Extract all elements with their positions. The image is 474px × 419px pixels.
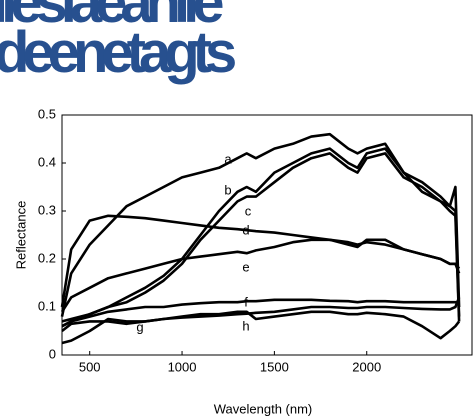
x-tick-label: 2000 bbox=[352, 359, 381, 374]
plot-frame bbox=[61, 114, 473, 356]
series-label: f bbox=[244, 294, 248, 309]
y-tick-label: 0 bbox=[49, 346, 56, 361]
x-tick-label: 500 bbox=[79, 359, 101, 374]
x-axis-label: Wavelength (nm) bbox=[214, 401, 313, 416]
y-axis-label: Reflectance bbox=[13, 201, 28, 270]
y-tick-label: 0.3 bbox=[38, 202, 56, 217]
spectrum-line bbox=[60, 214, 461, 308]
spectrum-line bbox=[61, 147, 461, 328]
spectrum-line bbox=[61, 296, 461, 345]
series-label: a bbox=[224, 151, 232, 166]
y-tick-label: 0.1 bbox=[38, 298, 56, 313]
series-label: h bbox=[242, 318, 249, 333]
series-label: g bbox=[136, 319, 143, 334]
spectrum-line bbox=[60, 238, 461, 313]
y-tick-label: 0.5 bbox=[38, 106, 56, 121]
header-line: ilesiaeanlle bbox=[0, 0, 223, 35]
y-tick-label: 0.4 bbox=[38, 154, 56, 169]
series-label: e bbox=[242, 259, 249, 274]
series-label: c bbox=[245, 203, 252, 218]
series-label: d bbox=[242, 222, 249, 237]
x-tick-label: 1500 bbox=[260, 359, 289, 374]
x-tick-label: 1000 bbox=[168, 359, 197, 374]
spectrum-line bbox=[60, 132, 461, 317]
y-tick-label: 0.2 bbox=[38, 250, 56, 265]
header-line: deenetagts bbox=[0, 20, 235, 85]
spectrum-line bbox=[61, 310, 461, 340]
series-label: b bbox=[224, 182, 231, 197]
spectrum-line bbox=[61, 298, 460, 328]
spectrum-line bbox=[61, 152, 461, 323]
